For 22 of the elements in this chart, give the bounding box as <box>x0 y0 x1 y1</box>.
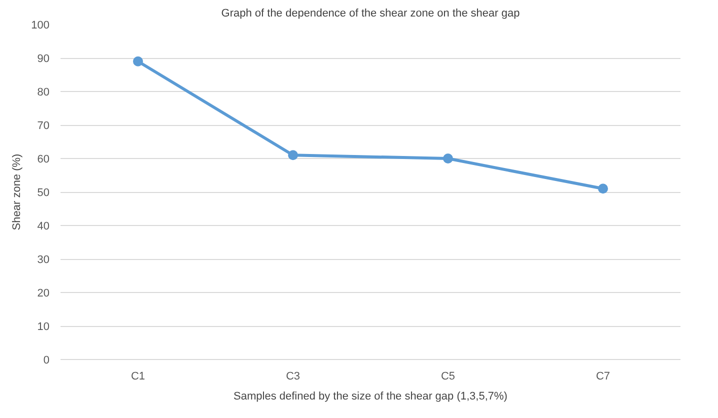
x-tick-label: C3 <box>286 370 300 382</box>
y-tick-label: 100 <box>31 20 50 32</box>
point <box>443 154 453 164</box>
y-tick-label: 40 <box>37 220 50 232</box>
point <box>598 184 608 194</box>
y-tick-label: 30 <box>37 254 50 266</box>
point <box>288 150 298 160</box>
x-tick-label: C5 <box>440 370 456 382</box>
y-tick-label: 90 <box>37 53 50 65</box>
x-tick-label: C1 <box>130 370 146 382</box>
y-tick-label: 50 <box>37 187 50 199</box>
point <box>133 56 143 66</box>
y-tick-label: 20 <box>37 288 50 300</box>
y-tick-label: 70 <box>37 120 50 132</box>
y-tick-label: 60 <box>37 154 50 166</box>
y-tick-label: 80 <box>37 86 50 98</box>
chart-title: Graph of the dependence of the shear zone on the shear gap <box>221 8 520 20</box>
y-tick-label: 0 <box>43 354 50 366</box>
x-tick-label: C7 <box>596 370 610 382</box>
y-tick-label: 10 <box>37 321 50 333</box>
x-axis-title: Samples defined by the size of the shear gap (1,3,5,7%) <box>234 390 508 402</box>
y-axis-title: Shear zone (%) <box>11 154 24 230</box>
